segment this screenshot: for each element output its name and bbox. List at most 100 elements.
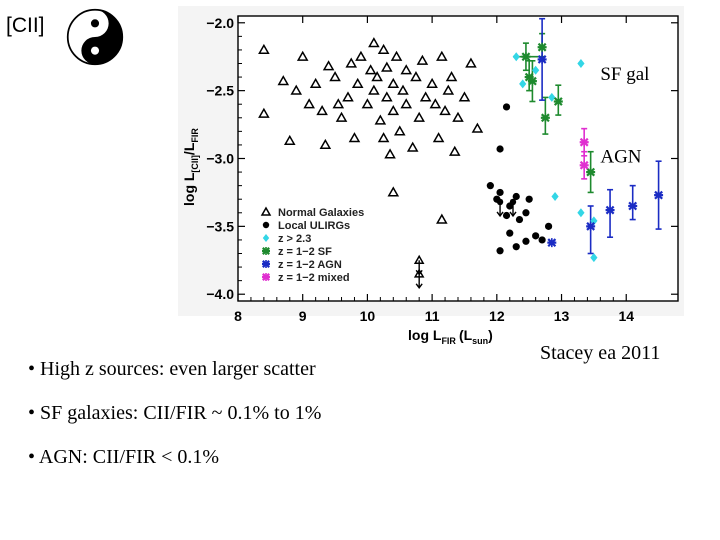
- point-z-2-3: [590, 253, 598, 263]
- point-local-ulirgs: [522, 237, 530, 245]
- upper-limit-point: [413, 268, 425, 278]
- point-z-1-2-mixed: [579, 137, 589, 147]
- point-normal-galaxies: [361, 98, 374, 109]
- bullet-agn: • AGN: CII/FIR < 0.1%: [28, 446, 220, 468]
- legend-marker: [262, 273, 270, 281]
- credit: Stacey ea 2011: [540, 342, 661, 364]
- point-local-ulirgs: [512, 243, 520, 251]
- point-normal-galaxies: [397, 84, 409, 95]
- point-z-1-2-sf: [586, 167, 596, 177]
- point-normal-galaxies: [258, 107, 270, 118]
- point-normal-galaxies: [316, 104, 328, 116]
- upper-limit-arrow: [496, 211, 504, 218]
- legend-marker: [262, 234, 270, 242]
- point-normal-galaxies: [377, 43, 390, 55]
- point-local-ulirgs: [522, 209, 530, 217]
- point-normal-galaxies: [381, 61, 393, 72]
- point-normal-galaxies: [290, 84, 303, 95]
- point-normal-galaxies: [283, 134, 296, 145]
- point-normal-galaxies: [277, 75, 290, 86]
- point-z-2-3: [577, 59, 585, 68]
- legend-label: z > 2.3: [278, 233, 311, 245]
- point-z-1-2-sf: [537, 42, 547, 52]
- point-normal-galaxies: [439, 104, 451, 116]
- point-normal-galaxies: [436, 213, 448, 224]
- point-normal-galaxies: [374, 114, 387, 125]
- point-local-ulirgs: [538, 236, 546, 244]
- y-axis-label: log L[CII]/LFIR: [181, 128, 200, 206]
- point-z-1-2-agn: [628, 201, 638, 211]
- point-normal-galaxies: [432, 132, 445, 143]
- point-normal-galaxies: [342, 91, 354, 102]
- upper-limit-arrow: [415, 283, 423, 290]
- point-normal-galaxies: [355, 50, 367, 61]
- title-tag: [CII]: [6, 14, 45, 37]
- point-local-ulirgs: [496, 188, 504, 197]
- point-normal-galaxies: [426, 77, 438, 88]
- point-normal-galaxies: [406, 141, 419, 152]
- point-normal-galaxies: [393, 125, 406, 136]
- point-z-1-2-agn: [605, 205, 615, 215]
- point-z-2-3: [551, 192, 559, 201]
- point-normal-galaxies: [296, 50, 309, 61]
- point-normal-galaxies: [387, 104, 400, 116]
- x-tick-label: 10: [360, 308, 376, 324]
- point-local-ulirgs: [525, 195, 533, 203]
- yin-yang-icon: [66, 8, 124, 66]
- point-z-1-2-agn: [547, 238, 557, 248]
- point-z-2-3: [548, 92, 556, 102]
- point-normal-galaxies: [429, 98, 442, 109]
- x-tick-label: 9: [299, 308, 307, 324]
- point-normal-galaxies: [345, 57, 358, 68]
- upper-limit-point: [496, 198, 504, 206]
- bullet-sf-galaxies: • SF galaxies: CII/FIR ~ 0.1% to 1%: [28, 402, 322, 424]
- x-tick-label: 8: [234, 308, 242, 324]
- point-z-1-2-sf: [540, 113, 550, 123]
- legend-label: z = 1−2 SF: [278, 246, 332, 258]
- point-normal-galaxies: [258, 43, 270, 55]
- x-tick-label: 11: [425, 308, 440, 324]
- point-normal-galaxies: [381, 91, 393, 102]
- y-tick-label: −4.0: [206, 286, 234, 302]
- point-normal-galaxies: [458, 91, 471, 102]
- point-normal-galaxies: [387, 77, 400, 88]
- point-normal-galaxies: [465, 57, 477, 68]
- point-z-1-2-agn: [586, 221, 596, 231]
- point-local-ulirgs: [506, 229, 514, 237]
- legend-label: Local ULIRGs: [278, 220, 350, 232]
- point-z-1-2-mixed: [579, 160, 589, 170]
- annotation-label: SF gal: [600, 64, 649, 85]
- cii-fir-scatter-chart: 8 9 10 11 12 13 14 −2.0 −2.5 −3.0 −3.5 −4.0 Normal…: [178, 6, 684, 356]
- point-normal-galaxies: [319, 138, 332, 150]
- point-normal-galaxies: [442, 84, 455, 95]
- point-z-2-3: [512, 52, 520, 62]
- y-tick-label: −2.0: [206, 15, 234, 31]
- point-z-2-3: [519, 79, 527, 89]
- point-normal-galaxies: [416, 54, 429, 65]
- legend-label: Normal Galaxies: [278, 207, 364, 219]
- axis-ticks: [237, 16, 678, 301]
- legend-marker: [262, 221, 270, 229]
- point-normal-galaxies: [390, 50, 403, 61]
- point-normal-galaxies: [384, 148, 396, 159]
- y-tick-label: −2.5: [206, 83, 234, 99]
- point-z-1-2-agn: [654, 190, 664, 200]
- point-normal-galaxies: [452, 111, 464, 122]
- point-normal-galaxies: [368, 84, 380, 95]
- point-normal-galaxies: [329, 71, 341, 82]
- annotation-label: AGN: [600, 147, 641, 168]
- point-normal-galaxies: [368, 37, 380, 48]
- legend-label: z = 1−2 mixed: [278, 272, 350, 284]
- point-z-2-3: [577, 208, 585, 218]
- upper-limit-point: [413, 254, 425, 265]
- point-normal-galaxies: [348, 132, 361, 143]
- point-local-ulirgs: [496, 247, 504, 255]
- point-normal-galaxies: [400, 98, 413, 109]
- point-z-1-2-sf: [527, 76, 537, 86]
- point-normal-galaxies: [410, 71, 422, 82]
- point-local-ulirgs: [502, 103, 511, 111]
- point-local-ulirgs: [512, 192, 520, 201]
- point-z-2-3: [590, 216, 598, 226]
- point-normal-galaxies: [335, 111, 348, 122]
